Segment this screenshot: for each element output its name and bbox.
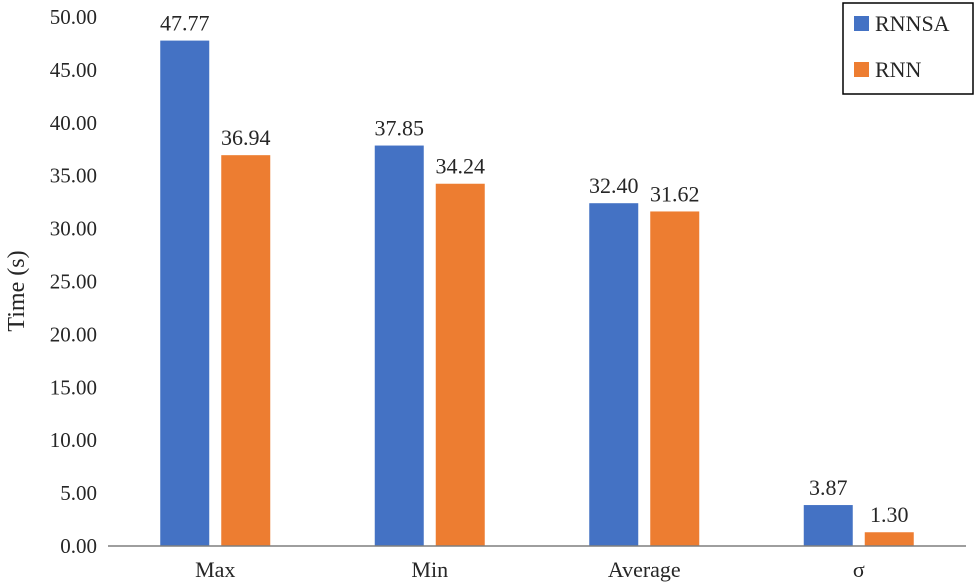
x-category-label: Min — [411, 557, 448, 582]
x-axis-categories: Max Min Average σ — [195, 557, 865, 582]
y-tick-label: 15.00 — [50, 375, 97, 399]
legend-swatch-rnnsa — [854, 16, 869, 31]
data-label-rnnsa-2: 32.40 — [589, 173, 639, 198]
legend-label-rnnsa: RNNSA — [875, 11, 950, 36]
x-category-label: Max — [195, 557, 235, 582]
y-tick-label: 30.00 — [50, 217, 97, 241]
bar-rnnsa-3 — [803, 505, 853, 546]
legend-label-rnn: RNN — [875, 57, 922, 82]
bar-rnnsa-2 — [589, 203, 639, 546]
bar-rnnsa-0 — [160, 40, 210, 547]
data-label-rnn-1: 34.24 — [436, 154, 486, 179]
y-tick-label: 25.00 — [50, 270, 97, 294]
data-label-rnn-2: 31.62 — [650, 181, 700, 206]
data-label-rnn-0: 36.94 — [221, 125, 271, 150]
bar-rnn-2 — [650, 211, 700, 547]
y-tick-label: 35.00 — [50, 164, 97, 188]
x-category-label: Average — [608, 557, 681, 582]
y-tick-label: 40.00 — [50, 111, 97, 135]
bar-rnn-1 — [435, 183, 485, 547]
data-label-rnnsa-3: 3.87 — [809, 475, 848, 500]
y-tick-label: 5.00 — [60, 481, 97, 505]
y-tick-label: 10.00 — [50, 428, 97, 452]
x-category-label: σ — [853, 557, 865, 582]
legend: RNNSA RNN — [842, 2, 974, 95]
bar-rnn-0 — [221, 155, 271, 546]
y-tick-label: 20.00 — [50, 322, 97, 346]
bars: 47.77 36.94 37.85 34.24 32.40 31.62 3.87 1.30 — [160, 11, 914, 547]
bar-rnn-3 — [864, 532, 914, 546]
y-tick-label: 50.00 — [50, 5, 97, 29]
y-tick-label: 0.00 — [60, 534, 97, 558]
data-label-rnn-3: 1.30 — [870, 502, 909, 527]
y-axis-ticks: 0.00 5.00 10.00 15.00 20.00 25.00 30.00 35.00 40… — [50, 5, 97, 558]
y-axis-title: Time (s) — [4, 250, 30, 331]
bar-rnnsa-1 — [374, 145, 424, 546]
legend-swatch-rnn — [854, 62, 869, 77]
data-label-rnnsa-1: 37.85 — [375, 116, 425, 141]
y-tick-label: 45.00 — [50, 58, 97, 82]
data-label-rnnsa-0: 47.77 — [160, 11, 210, 36]
